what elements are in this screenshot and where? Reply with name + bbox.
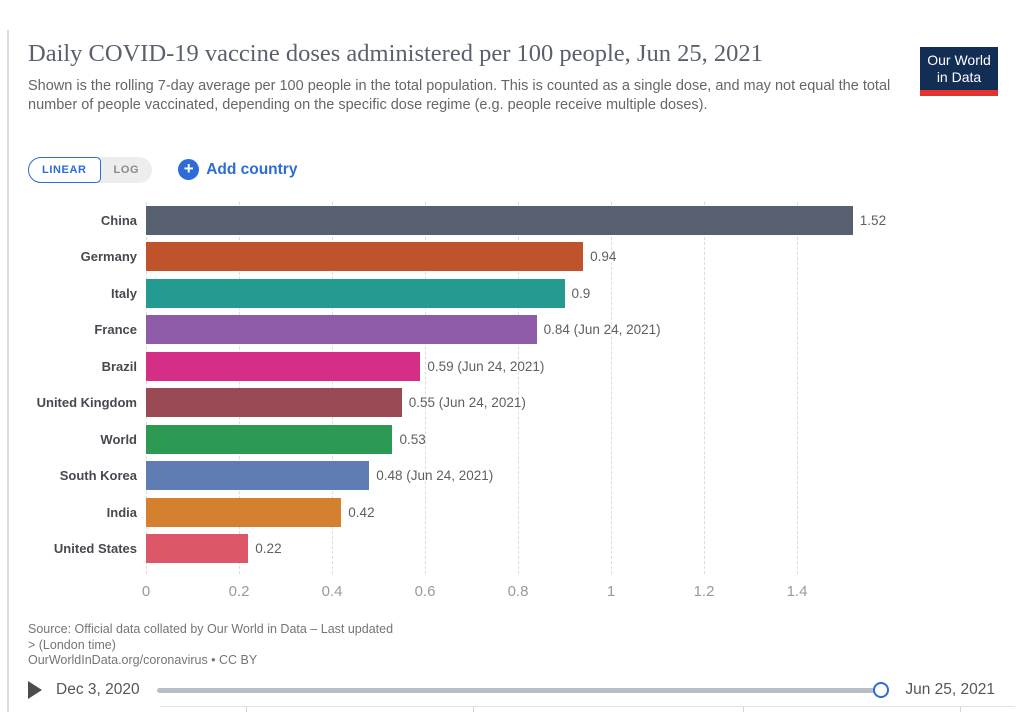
bar[interactable] bbox=[146, 278, 565, 308]
table-fragment bbox=[160, 706, 1015, 712]
bar-row: Italy 0.9 bbox=[0, 275, 1023, 312]
bar-row: France 0.84 (Jun 24, 2021) bbox=[0, 312, 1023, 349]
x-axis-tick-label: 0.2 bbox=[228, 583, 250, 600]
table-fragment-separator bbox=[960, 707, 961, 712]
timeline: Dec 3, 2020 Jun 25, 2021 bbox=[28, 676, 995, 704]
chart-controls: LINEAR LOG + Add country bbox=[28, 156, 297, 183]
frame-left-border bbox=[7, 30, 9, 712]
x-axis-tick-label: 0.8 bbox=[507, 583, 529, 600]
timeline-end-date[interactable]: Jun 25, 2021 bbox=[905, 681, 995, 698]
bar-row: United Kingdom 0.55 (Jun 24, 2021) bbox=[0, 385, 1023, 422]
timeline-start-date[interactable]: Dec 3, 2020 bbox=[56, 681, 140, 698]
gridline bbox=[518, 202, 519, 574]
owid-logo-line1: Our World bbox=[927, 52, 991, 68]
country-label: Italy bbox=[110, 285, 137, 301]
gridline bbox=[704, 202, 705, 574]
bar[interactable] bbox=[146, 315, 537, 345]
source-line2: > (London time) bbox=[28, 637, 116, 652]
country-label: France bbox=[94, 322, 137, 338]
bar-row: United States 0.22 bbox=[0, 531, 1023, 568]
add-country-button[interactable]: + Add country bbox=[178, 159, 297, 180]
value-label: 0.42 bbox=[348, 504, 375, 520]
value-label: 0.59 (Jun 24, 2021) bbox=[427, 358, 545, 374]
value-label: 0.84 (Jun 24, 2021) bbox=[543, 322, 661, 338]
bar[interactable] bbox=[146, 205, 853, 235]
gridline bbox=[146, 202, 147, 574]
scale-toggle: LINEAR LOG bbox=[28, 156, 153, 183]
source-line1: Source: Official data collated by Our Wo… bbox=[28, 622, 394, 636]
value-label: 0.55 (Jun 24, 2021) bbox=[408, 395, 526, 411]
bar[interactable] bbox=[146, 388, 402, 418]
value-label: 0.9 bbox=[571, 285, 591, 301]
bar[interactable] bbox=[146, 497, 342, 527]
bar-row: South Korea 0.48 (Jun 24, 2021) bbox=[0, 458, 1023, 495]
gridline bbox=[797, 202, 798, 574]
country-label: Brazil bbox=[101, 358, 137, 374]
play-icon[interactable] bbox=[28, 681, 42, 699]
country-label: Germany bbox=[80, 249, 137, 265]
table-fragment-separator bbox=[246, 707, 247, 712]
gridline bbox=[425, 202, 426, 574]
timeline-handle[interactable] bbox=[873, 682, 890, 698]
linear-scale-button[interactable]: LINEAR bbox=[28, 156, 101, 183]
bar-row: Germany 0.94 bbox=[0, 239, 1023, 276]
bar[interactable] bbox=[146, 351, 421, 381]
x-axis-tick-label: 1.4 bbox=[786, 583, 808, 600]
country-label: United States bbox=[53, 541, 137, 557]
country-label: World bbox=[100, 431, 137, 447]
bar-chart: China 1.52 Germany 0.94 Italy 0.9 France 0.84 (… bbox=[0, 202, 1023, 612]
x-axis-tick-label: 1 bbox=[606, 583, 616, 600]
country-label: United Kingdom bbox=[36, 395, 137, 411]
source-note[interactable]: Source: Official data collated by Our Wo… bbox=[28, 622, 628, 669]
x-axis-tick-label: 0.4 bbox=[321, 583, 343, 600]
bar[interactable] bbox=[146, 461, 370, 491]
value-label: 0.22 bbox=[255, 541, 282, 557]
owid-logo-text: Our World in Data bbox=[920, 47, 998, 90]
x-axis-tick-label: 0 bbox=[141, 583, 151, 600]
value-label: 0.94 bbox=[590, 249, 617, 265]
add-country-label: Add country bbox=[206, 160, 298, 178]
value-label: 1.52 bbox=[859, 212, 887, 228]
bar[interactable] bbox=[146, 534, 249, 564]
timeline-track-wrap bbox=[156, 681, 890, 699]
bar[interactable] bbox=[146, 242, 584, 272]
chart-title: Daily COVID-19 vaccine doses administere… bbox=[28, 40, 763, 67]
plus-icon: + bbox=[178, 159, 200, 180]
timeline-track[interactable] bbox=[156, 688, 884, 693]
bar-rows: China 1.52 Germany 0.94 Italy 0.9 France 0.84 (… bbox=[0, 202, 1023, 567]
gridline bbox=[332, 202, 333, 574]
table-fragment-separator bbox=[473, 707, 474, 712]
x-axis-tick-label: 0.6 bbox=[414, 583, 436, 600]
bar-row: India 0.42 bbox=[0, 494, 1023, 531]
x-axis-tick-label: 1.2 bbox=[693, 583, 715, 600]
chart-subtitle: Shown is the rolling 7-day average per 1… bbox=[28, 78, 891, 113]
source-line3: OurWorldInData.org/coronavirus • CC BY bbox=[28, 653, 258, 667]
gridline bbox=[239, 202, 240, 574]
bar[interactable] bbox=[146, 424, 393, 454]
value-label: 0.53 bbox=[399, 431, 426, 447]
country-label: India bbox=[106, 504, 137, 520]
log-scale-button[interactable]: LOG bbox=[113, 163, 140, 176]
table-fragment-separator bbox=[743, 707, 744, 712]
owid-logo-line2: in Data bbox=[936, 69, 982, 85]
bar-row: Brazil 0.59 (Jun 24, 2021) bbox=[0, 348, 1023, 385]
owid-logo-stripe bbox=[920, 90, 998, 96]
value-label: 0.48 (Jun 24, 2021) bbox=[376, 468, 494, 484]
owid-logo[interactable]: Our World in Data bbox=[920, 47, 998, 96]
gridline bbox=[611, 202, 612, 574]
country-label: China bbox=[100, 212, 137, 228]
country-label: South Korea bbox=[59, 468, 137, 484]
bar-row: China 1.52 bbox=[0, 202, 1023, 239]
bar-row: World 0.53 bbox=[0, 421, 1023, 458]
